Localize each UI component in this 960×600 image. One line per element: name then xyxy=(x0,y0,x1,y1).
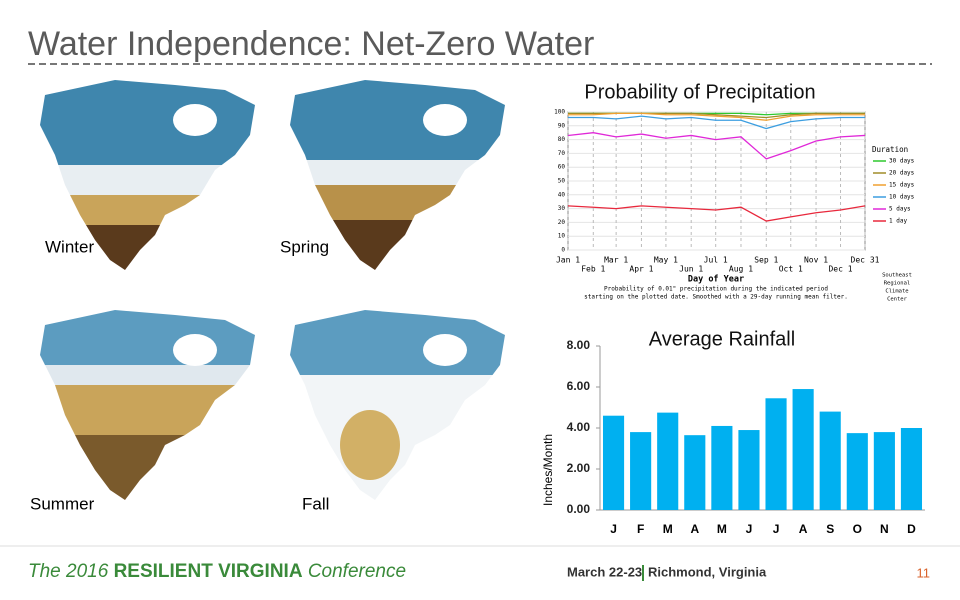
y-axis-label: Inches/Month xyxy=(541,434,555,506)
credit: Southeast xyxy=(882,273,912,279)
x-axis-label: Day of Year xyxy=(688,275,744,285)
x-tick-label: May 1 xyxy=(654,256,678,265)
map-label: Summer xyxy=(30,494,95,513)
x-tick-label: Dec 1 xyxy=(828,265,852,274)
x-tick-label: Jan 1 xyxy=(556,256,580,265)
map-label: Winter xyxy=(45,237,94,256)
x-tick-label: M xyxy=(717,522,727,536)
x-tick-label: J xyxy=(773,522,780,536)
x-tick-label: M xyxy=(663,522,673,536)
legend-title: Duration xyxy=(872,145,908,154)
map-label: Fall xyxy=(302,494,329,513)
x-tick-label: Sep 1 xyxy=(754,256,778,265)
x-tick-label: Feb 1 xyxy=(581,265,605,274)
y-tick-label: 60 xyxy=(558,164,566,171)
bar xyxy=(873,432,895,510)
legend-label: 15 days xyxy=(889,182,915,189)
y-tick-label: 20 xyxy=(558,219,566,226)
page-number: 11 xyxy=(917,565,931,580)
footer-place: Richmond, Virginia xyxy=(648,564,767,579)
y-tick-label: 30 xyxy=(558,205,566,212)
x-tick-label: O xyxy=(853,522,862,536)
bar xyxy=(630,432,652,510)
y-tick-label: 0 xyxy=(561,247,565,254)
bar xyxy=(684,435,706,510)
x-tick-label: Mar 1 xyxy=(604,256,628,265)
x-tick-label: Aug 1 xyxy=(729,265,753,274)
x-tick-label: D xyxy=(907,522,916,536)
legend-label: 1 day xyxy=(889,218,907,225)
map-label: Spring xyxy=(280,237,329,256)
footer-conference: The 2016 RESILIENT VIRGINIA Conference xyxy=(28,561,406,582)
x-tick-label: Jun 1 xyxy=(679,265,703,274)
x-tick-label: S xyxy=(826,522,834,536)
chart-title: Probability of Precipitation xyxy=(584,81,815,103)
caption: Probability of 0.01" precipitation durin… xyxy=(604,286,828,293)
y-tick-label: 50 xyxy=(558,178,566,185)
series-line xyxy=(568,112,865,121)
x-tick-label: Jul 1 xyxy=(704,256,728,265)
map-fall xyxy=(290,310,505,500)
x-tick-label: Apr 1 xyxy=(629,265,653,274)
bar xyxy=(900,428,923,510)
y-tick-label: 10 xyxy=(558,233,566,240)
bar xyxy=(819,411,841,510)
x-tick-label: A xyxy=(799,522,808,536)
y-tick-label: 2.00 xyxy=(567,461,591,475)
x-tick-label: J xyxy=(610,522,617,536)
bar xyxy=(711,425,733,510)
bar xyxy=(602,415,625,510)
x-tick-label: Oct 1 xyxy=(779,265,803,274)
footer-dates: March 22-23 xyxy=(567,564,642,579)
bar xyxy=(738,430,760,510)
legend-label: 30 days xyxy=(889,158,915,165)
x-tick-label: J xyxy=(746,522,753,536)
credit: Center xyxy=(887,297,908,303)
legend-label: 20 days xyxy=(889,170,915,177)
y-tick-label: 40 xyxy=(558,191,566,198)
credit: Regional xyxy=(884,281,911,287)
y-tick-label: 6.00 xyxy=(567,379,591,393)
y-tick-label: 90 xyxy=(558,122,566,129)
x-tick-label: F xyxy=(637,522,644,536)
y-tick-label: 0.00 xyxy=(567,502,591,516)
y-tick-label: 70 xyxy=(558,150,566,157)
x-tick-label: Nov 1 xyxy=(804,256,828,265)
map-summer xyxy=(40,310,255,500)
series-line xyxy=(568,115,865,130)
bar xyxy=(657,412,679,510)
credit: Climate xyxy=(885,289,908,295)
legend-label: 10 days xyxy=(889,194,915,201)
series-line xyxy=(567,132,866,160)
y-tick-label: 4.00 xyxy=(567,420,591,434)
chart-title: Average Rainfall xyxy=(649,328,795,350)
caption: starting on the plotted date. Smoothed w… xyxy=(584,294,848,301)
bar xyxy=(765,398,787,510)
bar xyxy=(792,389,814,510)
y-tick-label: 80 xyxy=(558,136,566,143)
x-tick-label: N xyxy=(880,522,889,536)
y-tick-label: 8.00 xyxy=(567,338,591,352)
bar xyxy=(846,433,868,510)
legend-label: 5 days xyxy=(889,206,911,213)
x-tick-label: Dec 31 xyxy=(851,256,880,265)
x-tick-label: A xyxy=(690,522,699,536)
slide-title: Water Independence: Net-Zero Water xyxy=(28,25,594,63)
series-line xyxy=(567,205,866,222)
y-tick-label: 100 xyxy=(554,109,565,116)
